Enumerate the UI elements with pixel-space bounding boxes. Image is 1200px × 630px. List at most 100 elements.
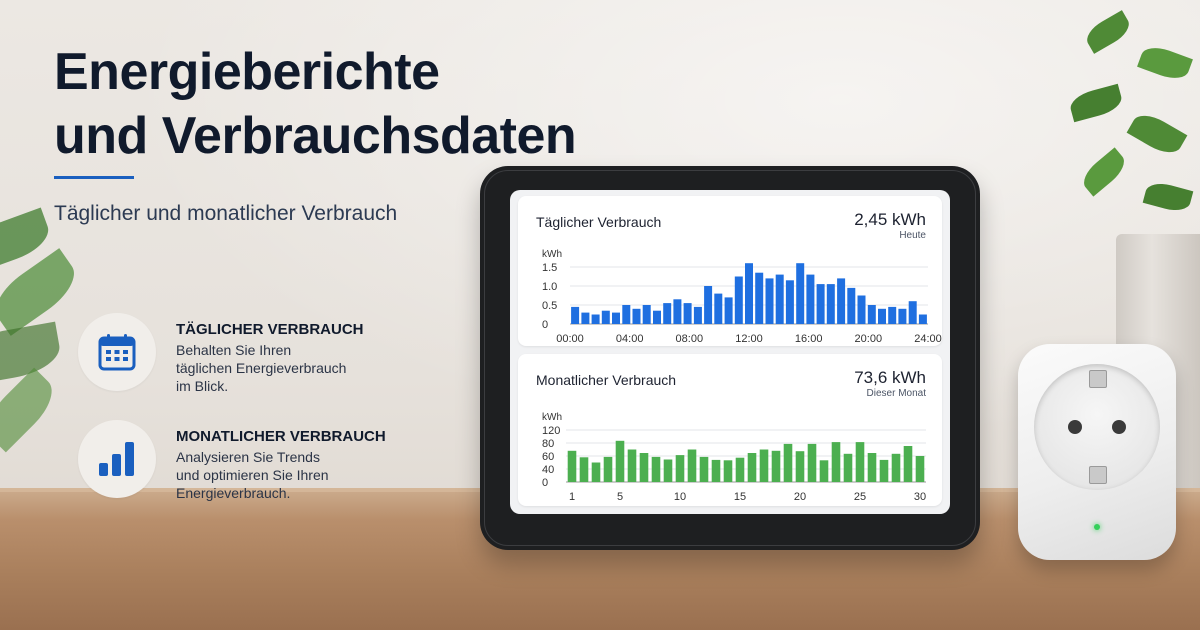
chart-bar	[826, 284, 835, 324]
chart-bar	[915, 456, 925, 482]
chart-bar	[699, 456, 709, 482]
chart-bar	[765, 278, 774, 324]
chart-bar	[693, 306, 702, 324]
chart-bar	[867, 453, 877, 482]
feature-description: Analysieren Sie Trends und optimieren Si…	[176, 448, 376, 502]
chart-bar	[571, 306, 580, 324]
feature-line: und optimieren Sie Ihren	[176, 467, 329, 483]
feature-line: Energieverbrauch.	[176, 485, 291, 501]
chart-bar	[734, 276, 743, 324]
chart-bar	[673, 299, 682, 324]
y-tick-label: 1.5	[542, 262, 557, 274]
chart-bar	[612, 312, 620, 324]
chart-bar	[816, 284, 825, 324]
chart-bar	[783, 443, 793, 482]
y-tick-label: 60	[542, 451, 554, 463]
chart-bar	[831, 442, 841, 482]
x-tick-label: 10	[674, 491, 686, 503]
x-tick-label: 20:00	[855, 333, 883, 345]
chart-bar	[903, 446, 913, 482]
chart-bar	[747, 453, 757, 482]
chart-bar	[615, 440, 625, 482]
title-line-2: und Verbrauchsdaten	[54, 107, 577, 165]
y-tick-label: 0.5	[542, 300, 557, 312]
chart-bar	[632, 308, 641, 324]
socket	[1034, 364, 1160, 490]
monthly-card-value: 73,6 kWh	[854, 368, 926, 387]
smart-plug	[1018, 344, 1176, 560]
page-subtitle: Täglicher und monatlicher Verbrauch	[54, 202, 398, 225]
chart-bar	[724, 297, 733, 324]
x-tick-label: 25	[854, 491, 866, 503]
chart-bar	[843, 453, 853, 482]
status-led-icon	[1094, 524, 1100, 530]
y-axis-label: kWh	[542, 249, 562, 260]
chart-bar	[775, 274, 784, 324]
y-tick-label: 0	[542, 319, 548, 331]
chart-bar	[579, 457, 589, 482]
chart-bar	[603, 456, 613, 482]
y-axis-label: kWh	[542, 412, 562, 423]
chart-bar	[795, 451, 805, 482]
chart-bar	[785, 280, 794, 324]
chart-bar	[855, 442, 865, 482]
x-tick-label: 1	[569, 491, 575, 503]
x-tick-label: 15	[734, 491, 746, 503]
chart-bar	[683, 303, 692, 324]
feature-title: TÄGLICHER VERBRAUCH	[176, 321, 364, 338]
monthly-card: Monatlicher Verbrauch 73,6 kWh Dieser Mo…	[518, 354, 942, 506]
chart-bar	[675, 455, 685, 482]
chart-bar	[639, 453, 649, 482]
device-bezel	[484, 170, 976, 546]
socket-clip-top	[1089, 370, 1107, 388]
feature-description: Behalten Sie Ihren täglichen Energieverb…	[176, 341, 376, 395]
chart-bar	[888, 306, 897, 324]
chart-bar	[622, 305, 631, 324]
chart-bar	[796, 263, 805, 324]
chart-bar	[642, 305, 651, 324]
chart-bar	[879, 459, 889, 482]
bar-chart-icon	[99, 442, 134, 476]
chart-bar	[714, 293, 723, 324]
y-tick-label: 80	[542, 438, 554, 450]
chart-bar	[663, 303, 672, 324]
chart-bar	[878, 308, 886, 324]
chart-bar	[627, 449, 637, 482]
display-device: Täglicher Verbrauch 2,45 kWh Heute kWh 1.…	[480, 166, 980, 550]
chart-bar	[745, 263, 753, 324]
feature-title: MONATLICHER VERBRAUCH	[176, 428, 386, 445]
chart-bar	[807, 443, 817, 482]
x-tick-label: 30	[914, 491, 926, 503]
feature-line: täglichen Energieverbrauch	[176, 360, 347, 376]
chart-bar	[687, 449, 697, 482]
x-tick-label: 04:00	[616, 333, 644, 345]
feature-line: Analysieren Sie Trends	[176, 449, 320, 465]
chart-bar	[723, 460, 733, 482]
y-tick-label: 40	[542, 464, 554, 476]
chart-bar	[711, 459, 721, 482]
daily-bar-chart: kWh 1.5 1.0 0.5 0 00:00 04:00 08:00 12:00 16:00 20…	[542, 249, 942, 345]
monthly-card-note: Dieser Monat	[866, 388, 926, 399]
chart-bar	[891, 453, 901, 482]
device-screen: Täglicher Verbrauch 2,45 kWh Heute kWh 1.…	[510, 190, 950, 514]
x-tick-label: 08:00	[676, 333, 704, 345]
calendar-icon	[98, 334, 136, 371]
y-tick-label: 120	[542, 425, 560, 437]
chart-bar	[601, 310, 610, 324]
chart-bar	[567, 450, 577, 482]
chart-bar	[847, 287, 856, 324]
chart-bar	[771, 450, 781, 482]
daily-card-title: Täglicher Verbrauch	[536, 214, 662, 230]
monthly-card-title: Monatlicher Verbrauch	[536, 372, 677, 388]
page-title: Energieberichte und Verbrauchsdaten	[54, 40, 654, 168]
chart-bar	[857, 295, 866, 324]
chart-bar	[806, 274, 815, 324]
x-tick-label: 24:00	[914, 333, 942, 345]
chart-bar	[653, 310, 661, 324]
socket-hole-left	[1068, 420, 1082, 434]
feature-daily: TÄGLICHER VERBRAUCH Behalten Sie Ihren t…	[78, 313, 458, 395]
feature-line: Behalten Sie Ihren	[176, 342, 292, 358]
chart-bar	[581, 312, 590, 324]
